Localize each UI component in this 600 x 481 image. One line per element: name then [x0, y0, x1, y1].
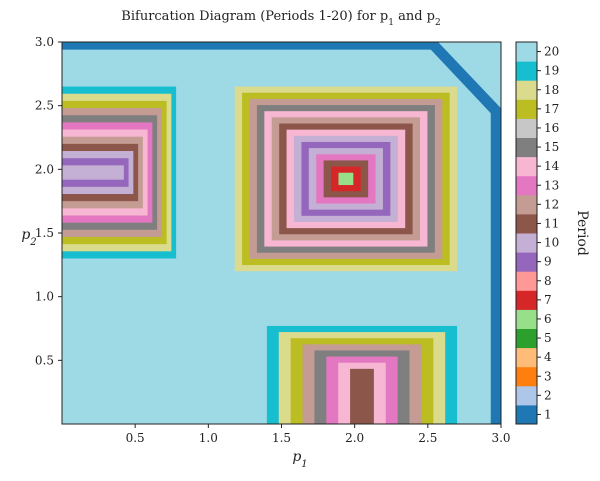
colorbar-swatch-12 [516, 194, 537, 215]
x-tick-label: 1.0 [199, 431, 218, 445]
x-tick-label: 3.0 [491, 431, 510, 445]
x-tick-label: 1.5 [272, 431, 291, 445]
colorbar-swatch-9 [516, 252, 537, 272]
colorbar-swatch-19 [516, 61, 537, 81]
x-tick-label: 2.5 [418, 431, 437, 445]
x-axis-label: p1 [292, 449, 307, 470]
colorbar-swatch-15 [516, 137, 537, 158]
colorbar-frame [515, 41, 538, 425]
colorbar-tick-label: 5 [544, 331, 552, 345]
period-region-6 [338, 172, 354, 186]
colorbar-tick-label: 4 [544, 350, 552, 364]
colorbar-swatch-6 [516, 309, 537, 329]
colorbar-tick-label: 19 [544, 64, 559, 78]
region-bottom-nest [266, 325, 458, 424]
colorbar-tick-label: 16 [544, 121, 559, 135]
colorbar-tick-label: 2 [544, 388, 552, 402]
colorbar-label: Period [574, 210, 590, 256]
colorbar-tick-label: 15 [544, 140, 559, 154]
colorbar-swatch-4 [516, 347, 537, 368]
x-tick-label: 0.5 [126, 431, 145, 445]
y-tick-label: 2.0 [35, 162, 54, 176]
colorbar-tick-label: 17 [544, 102, 559, 116]
colorbar-swatch-11 [516, 213, 537, 234]
colorbar-tick-label: 18 [544, 83, 559, 97]
colorbar-swatch-17 [516, 99, 537, 119]
x-tick-label: 2.0 [345, 431, 364, 445]
colorbar-tick-label: 8 [544, 274, 552, 288]
y-tick-label: 0.5 [35, 353, 54, 367]
colorbar-tick-label: 7 [544, 293, 552, 307]
colorbar-tick-label: 13 [544, 178, 559, 192]
y-axis-label: p2 [21, 227, 36, 248]
y-axis: 0.5 1.0 1.5 2.0 2.5 3.0 [35, 35, 62, 367]
colorbar-tick-label: 10 [544, 236, 559, 250]
colorbar-tick-label: 20 [544, 45, 559, 59]
colorbar-tick-label: 1 [544, 407, 552, 421]
colorbar-swatch-10 [516, 233, 537, 253]
y-tick-label: 1.0 [35, 290, 54, 304]
colorbar-tick-label: 14 [544, 159, 560, 173]
colorbar-swatch-18 [516, 80, 537, 100]
colorbar-tick-label: 12 [544, 197, 559, 211]
region-center-nest [234, 86, 458, 272]
colorbar-tick-label: 11 [544, 216, 559, 230]
period-region-10 [62, 165, 124, 180]
colorbar-swatch-2 [516, 385, 537, 406]
x-axis: 0.5 1.0 1.5 2.0 2.5 3.0 [126, 424, 511, 445]
region-top-left-nest [62, 86, 177, 259]
colorbar-swatch-3 [516, 366, 537, 387]
y-tick-label: 3.0 [35, 35, 54, 49]
colorbar-swatch-13 [516, 175, 537, 196]
colorbar-tick-label: 9 [544, 255, 552, 269]
colorbar-swatch-16 [516, 118, 537, 138]
colorbar-swatch-7 [516, 290, 537, 310]
chart-title: Bifurcation Diagram (Periods 1-20) for p… [121, 9, 440, 28]
colorbar-tick-label: 6 [544, 312, 552, 326]
period-region-11 [350, 368, 374, 424]
colorbar-tick-label: 3 [544, 369, 552, 383]
colorbar-swatch-1 [516, 404, 537, 425]
colorbar-swatch-14 [516, 156, 537, 177]
y-tick-label: 1.5 [35, 226, 54, 240]
y-tick-label: 2.5 [35, 99, 54, 113]
colorbar-swatch-8 [516, 271, 537, 291]
plot-area [62, 42, 501, 424]
colorbar-swatch-5 [516, 328, 537, 349]
colorbar-swatch-20 [516, 42, 537, 62]
